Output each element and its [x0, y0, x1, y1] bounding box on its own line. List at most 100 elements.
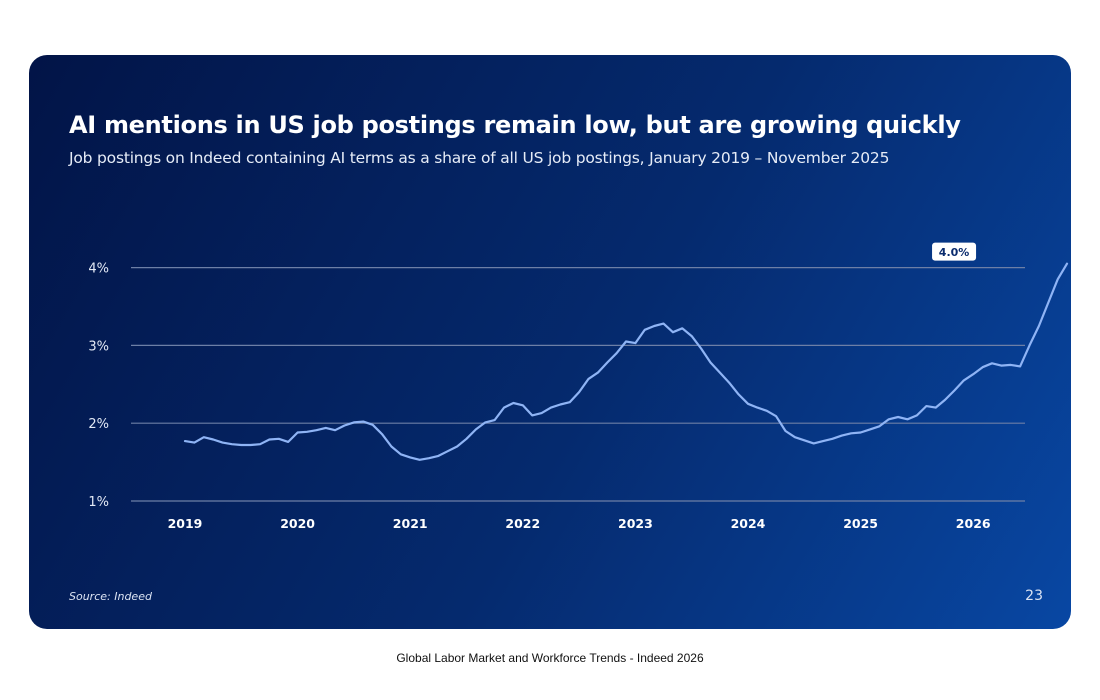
data-point [372, 424, 374, 426]
y-tick-label: 4% [88, 262, 109, 277]
data-point [784, 430, 787, 432]
page-footer: Global Labor Market and Workforce Trends… [396, 651, 704, 665]
data-point [1019, 365, 1021, 368]
data-point [475, 428, 477, 431]
data-point [944, 399, 946, 401]
data-point [578, 391, 580, 393]
data-point [653, 325, 655, 327]
data-point [860, 431, 862, 434]
data-point [625, 340, 627, 343]
data-point [569, 401, 571, 403]
data-point [597, 372, 599, 374]
data-point [709, 361, 712, 364]
data-point [400, 453, 402, 455]
data-point [278, 438, 280, 440]
data-point [756, 407, 758, 409]
data-point [953, 389, 956, 392]
data-point [935, 407, 937, 409]
data-point [897, 416, 899, 418]
x-tick-label: 2022 [505, 516, 540, 531]
data-point [353, 421, 355, 424]
x-tick-label: 2024 [731, 516, 766, 531]
data-point [738, 393, 740, 396]
slide-card: AI mentions in US job postings remain lo… [29, 55, 1071, 629]
data-point [381, 433, 383, 435]
page-number: 23 [1025, 588, 1043, 604]
data-point [981, 366, 984, 368]
chart-subtitle: Job postings on Indeed containing AI ter… [69, 149, 890, 167]
data-point [662, 323, 665, 325]
data-point [869, 428, 871, 431]
data-point [447, 450, 449, 452]
data-point [409, 456, 411, 459]
data-point [268, 438, 271, 441]
data-point [803, 439, 805, 441]
x-tick-label: 2021 [393, 516, 428, 531]
data-point [531, 414, 533, 417]
data-point [719, 372, 721, 374]
data-point [559, 403, 561, 406]
line-chart: 1% 2% 3% 4% 2019 2020 2021 2022 2023 2024 2025 2026… [88, 242, 1069, 531]
data-point [221, 442, 224, 444]
data-point [306, 431, 308, 433]
data-point [728, 382, 730, 384]
data-point [972, 373, 974, 375]
data-point [841, 435, 843, 437]
data-point [465, 438, 468, 440]
data-point [334, 429, 336, 431]
data-point [606, 361, 608, 364]
data-point [831, 438, 834, 440]
data-point [494, 419, 496, 421]
data-point [540, 412, 543, 414]
x-tick-label: 2025 [843, 516, 878, 531]
data-point [878, 425, 880, 427]
x-tick-label: 2019 [168, 516, 203, 531]
data-point [644, 329, 646, 331]
data-point [184, 440, 186, 442]
data-point [766, 410, 768, 412]
data-point [437, 455, 439, 457]
data-point [822, 440, 824, 442]
data-point [297, 431, 299, 434]
data-point [428, 457, 430, 459]
data-point [1066, 263, 1068, 265]
data-point [231, 443, 233, 445]
data-point [850, 432, 852, 434]
data-point [259, 443, 261, 445]
data-point [1038, 325, 1040, 327]
data-point [925, 405, 927, 407]
data-point [700, 347, 702, 350]
data-point [287, 441, 289, 443]
data-point [1010, 364, 1012, 366]
data-point [672, 331, 674, 333]
chart-title: AI mentions in US job postings remain lo… [69, 111, 961, 139]
data-point [240, 444, 242, 446]
data-point [1000, 365, 1002, 367]
x-tick-label: 2026 [956, 516, 991, 531]
data-point [1057, 278, 1059, 280]
data-point [250, 444, 252, 446]
y-tick-label: 2% [88, 417, 109, 432]
data-point [484, 421, 486, 424]
value-label: 4.0% [939, 246, 970, 259]
value-label-box [932, 242, 977, 261]
data-point [775, 415, 777, 417]
data-point [906, 418, 909, 420]
data-point [315, 429, 317, 431]
data-point [691, 335, 693, 337]
data-point [1028, 344, 1031, 346]
x-tick-label: 2020 [280, 516, 315, 531]
data-point [512, 402, 515, 404]
data-point [390, 445, 393, 448]
data-point [747, 403, 749, 405]
data-point [681, 327, 683, 329]
series-line [183, 262, 1069, 461]
data-point [991, 362, 993, 364]
data-point [193, 442, 195, 444]
data-point [1047, 302, 1049, 304]
data-point [325, 427, 327, 429]
data-point [963, 379, 965, 382]
data-point [203, 436, 205, 438]
data-point [503, 407, 505, 409]
data-point [418, 459, 421, 461]
